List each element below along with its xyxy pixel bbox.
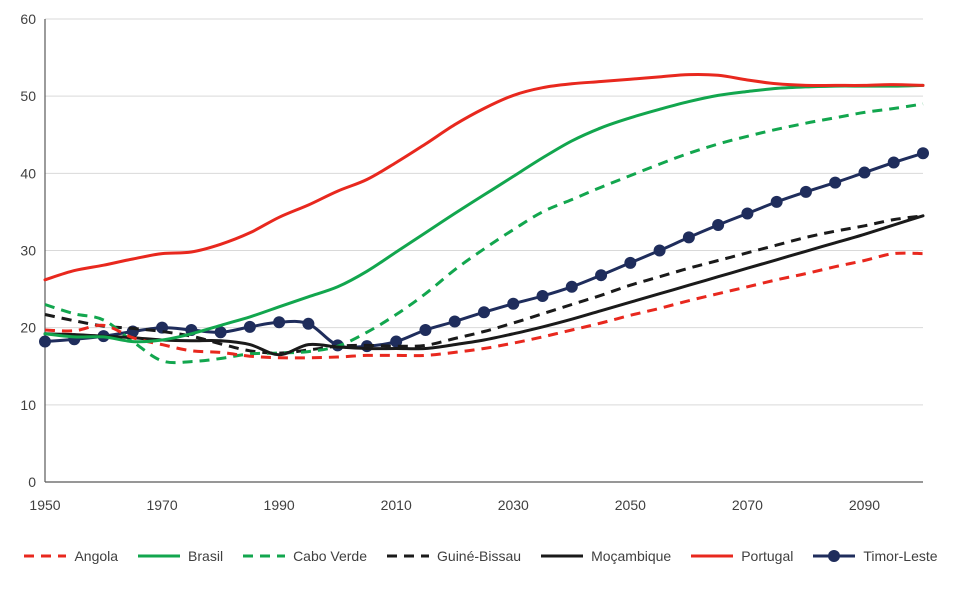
x-tick-label: 2050 <box>615 497 646 513</box>
data-point <box>712 219 725 232</box>
data-point <box>302 317 315 330</box>
series-line-guine-bissau <box>44 214 924 355</box>
legend-swatch <box>541 554 584 558</box>
data-point <box>595 269 608 282</box>
data-point <box>243 320 256 333</box>
legend-label: Moçambique <box>591 548 672 564</box>
y-tick-label: 20 <box>20 320 36 336</box>
legend-label: Portugal <box>741 548 794 564</box>
data-point <box>39 335 51 348</box>
legend-item-angola: Angola <box>22 548 118 564</box>
series-lines <box>39 72 929 365</box>
legend-item-portugal: Portugal <box>689 548 793 564</box>
data-point <box>273 316 286 329</box>
x-tick-label: 1970 <box>146 497 177 513</box>
y-tick-label: 40 <box>20 165 36 181</box>
data-point <box>858 166 871 179</box>
data-point <box>917 147 929 160</box>
data-point <box>448 315 461 328</box>
series-line-brasil <box>43 83 925 344</box>
series-guine-bissau <box>44 214 924 355</box>
legend-swatch <box>138 554 181 558</box>
series-brasil <box>43 83 925 344</box>
series-line-portugal <box>43 72 925 282</box>
legend-item-guine-bissau: Guiné-Bissau <box>385 548 521 564</box>
series-line-angola <box>44 251 924 360</box>
x-tick-label: 1990 <box>264 497 295 513</box>
series-line-cabo-verde <box>44 102 924 365</box>
x-tick-label: 2030 <box>498 497 529 513</box>
data-point <box>536 290 549 303</box>
series-line-mocambique <box>43 214 925 357</box>
data-point <box>565 280 578 293</box>
x-tick-label: 2070 <box>732 497 763 513</box>
legend-swatch <box>24 554 67 558</box>
legend: Angola Brasil Cabo Verde Guiné-Bissau Moçamb… <box>0 538 960 574</box>
legend-swatch <box>387 554 430 558</box>
data-point <box>478 306 490 319</box>
y-tick-label: 0 <box>28 474 36 490</box>
legend-swatch <box>243 554 286 558</box>
data-point <box>770 195 783 208</box>
data-point <box>214 326 227 339</box>
x-tick-label: 2090 <box>849 497 880 513</box>
data-point <box>507 297 520 310</box>
series-portugal <box>43 72 925 282</box>
y-tick-label: 60 <box>20 11 36 27</box>
series-cabo-verde <box>44 102 924 365</box>
data-point <box>682 231 695 244</box>
y-tick-label: 50 <box>20 88 36 104</box>
data-point <box>829 176 842 189</box>
data-point <box>653 244 666 257</box>
legend-label: Angola <box>74 548 119 564</box>
gridlines <box>45 18 923 406</box>
legend-label: Timor-Leste <box>863 548 938 564</box>
y-tick-label: 30 <box>20 243 36 259</box>
series-angola <box>44 251 924 360</box>
data-point <box>390 335 403 348</box>
legend-item-brasil: Brasil <box>136 548 223 564</box>
x-axis-ticks: 1950 1970 1990 2010 2030 2050 2070 2090 <box>29 497 880 513</box>
data-point <box>799 185 812 198</box>
data-point <box>887 156 900 169</box>
x-tick-label: 2010 <box>381 497 412 513</box>
data-point <box>419 323 432 336</box>
legend-swatch <box>691 554 734 558</box>
legend-item-cabo-verde: Cabo Verde <box>241 548 367 564</box>
legend-item-timor-leste: Timor-Leste <box>811 548 938 564</box>
y-axis-ticks: 0 10 20 30 40 50 60 <box>20 11 36 490</box>
series-mocambique <box>43 214 925 357</box>
legend-label: Guiné-Bissau <box>437 548 522 564</box>
legend-label: Brasil <box>188 548 224 564</box>
data-point <box>741 207 754 220</box>
legend-swatch <box>813 550 856 562</box>
legend-item-mocambique: Moçambique <box>539 548 671 564</box>
data-point <box>624 256 637 269</box>
x-tick-label: 1950 <box>29 497 60 513</box>
axes <box>44 19 923 483</box>
legend-label: Cabo Verde <box>293 548 368 564</box>
y-tick-label: 10 <box>20 397 36 413</box>
